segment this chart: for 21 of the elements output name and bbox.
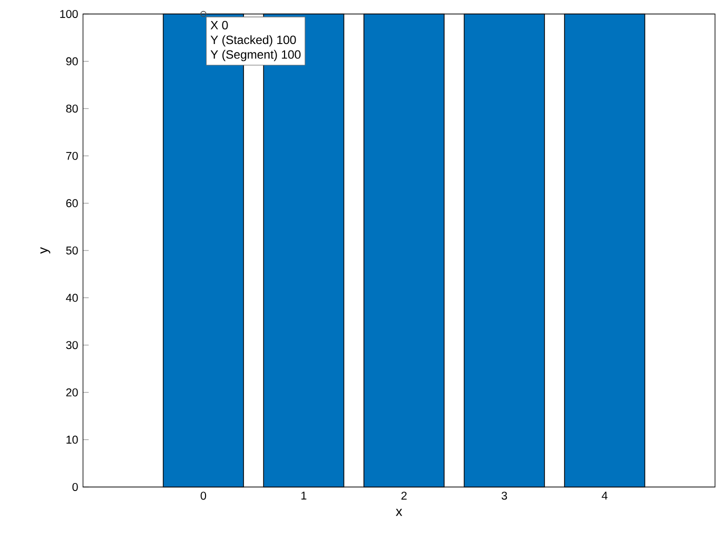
y-tick-label: 100 — [60, 10, 78, 18]
y-tick-label: 60 — [66, 199, 78, 208]
x-tick-label: 1 — [301, 492, 306, 500]
y-tick-label: 70 — [66, 152, 78, 160]
y-tick-label: 10 — [66, 436, 78, 444]
annotation: X 0 — [210, 20, 228, 30]
y-tick-label: 0 — [72, 482, 78, 491]
y-tick-label: 20 — [66, 388, 78, 396]
x-tick-label: 4 — [602, 492, 608, 500]
y-tick-label: 40 — [66, 294, 78, 302]
y-tick-label: 30 — [66, 341, 78, 350]
y-axis-title: y — [40, 247, 50, 254]
annotation: Y (Stacked) 100 — [210, 35, 296, 46]
x-tick-label: 2 — [401, 492, 407, 500]
x-tick-label: 0 — [200, 492, 206, 500]
y-tick-label: 90 — [66, 57, 78, 66]
y-tick-label: 80 — [66, 104, 78, 113]
y-tick-label: 50 — [66, 246, 78, 254]
x-tick-label: 3 — [502, 492, 507, 500]
x-axis-title: x — [396, 508, 402, 516]
annotation: Y (Segment) 100 — [210, 50, 301, 62]
